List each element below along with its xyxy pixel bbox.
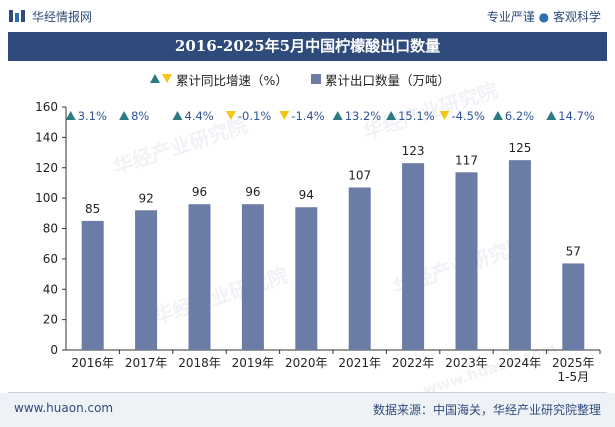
bar-value-label: 125 bbox=[508, 141, 531, 155]
chart-title: 2016-2025年5月中国柠檬酸出口数量 bbox=[174, 37, 441, 55]
growth-up-triangle-icon bbox=[492, 111, 503, 120]
bar-value-label: 123 bbox=[402, 144, 425, 158]
y-tick-label: 140 bbox=[35, 130, 58, 144]
tagline-left: 专业严谨 bbox=[486, 10, 535, 24]
growth-up-triangle-icon bbox=[172, 111, 183, 120]
x-category-label: 2024年 bbox=[499, 356, 542, 370]
tagline-right: 客观科学 bbox=[552, 10, 601, 24]
growth-down-triangle-icon bbox=[225, 111, 236, 120]
y-tick-label: 40 bbox=[43, 282, 58, 296]
x-category-label: 2023年 bbox=[445, 356, 488, 370]
legend-growth-label: 累计同比增速（%） bbox=[176, 73, 288, 88]
bar-value-label: 57 bbox=[566, 244, 581, 258]
footer-divider bbox=[8, 392, 607, 393]
bar bbox=[135, 210, 158, 350]
bar bbox=[295, 207, 318, 350]
huajing-logo-icon bbox=[9, 10, 25, 22]
x-category-label: 2022年 bbox=[392, 356, 435, 370]
growth-up-triangle-icon bbox=[332, 111, 343, 120]
bar-value-label: 96 bbox=[192, 185, 207, 199]
bar bbox=[455, 172, 478, 350]
growth-rate-label: 15.1% bbox=[398, 109, 435, 123]
bar-value-label: 107 bbox=[348, 168, 371, 182]
legend-down-triangle-icon bbox=[162, 74, 172, 83]
x-category-label: 1-5月 bbox=[557, 370, 589, 384]
bar bbox=[188, 204, 211, 350]
growth-rate-label: -1.4% bbox=[291, 109, 324, 123]
growth-up-triangle-icon bbox=[546, 111, 557, 120]
legend-volume-label: 累计出口数量（万吨） bbox=[325, 73, 451, 88]
footer-source: 数据来源：中国海关，华经产业研究院整理 bbox=[372, 403, 601, 417]
y-tick-label: 60 bbox=[43, 252, 58, 266]
tagline: 专业严谨 ● 客观科学 bbox=[487, 8, 601, 25]
bar-value-label: 94 bbox=[299, 188, 314, 202]
bar-chart: 0 20 40 60 80 100 120 140 160 85 2016年 3.1% 92 2017年 8… bbox=[35, 100, 601, 384]
bar-value-label: 117 bbox=[455, 153, 478, 167]
footer-website[interactable]: www.huaon.com bbox=[14, 401, 114, 415]
x-category-label: 2017年 bbox=[125, 356, 168, 370]
legend-up-triangle-icon bbox=[150, 74, 160, 83]
bar bbox=[562, 263, 585, 350]
y-tick-label: 80 bbox=[43, 222, 58, 236]
growth-rate-label: 13.2% bbox=[345, 109, 382, 123]
y-tick-label: 120 bbox=[35, 161, 58, 175]
footer-bar bbox=[0, 393, 615, 427]
tagline-separator: ● bbox=[538, 10, 550, 24]
growth-rate-label: -4.5% bbox=[452, 109, 485, 123]
title-bar: 2016-2025年5月中国柠檬酸出口数量 bbox=[8, 32, 607, 61]
x-category-label: 2020年 bbox=[285, 356, 328, 370]
growth-up-triangle-icon bbox=[65, 111, 76, 120]
bar-value-label: 92 bbox=[138, 191, 153, 205]
x-category-label: 2018年 bbox=[178, 356, 221, 370]
bar bbox=[241, 204, 264, 350]
growth-rate-label: 8% bbox=[131, 109, 149, 123]
x-category-label: 2019年 bbox=[232, 356, 275, 370]
header-bar: 华经情报网 专业严谨 ● 客观科学 bbox=[0, 0, 615, 30]
y-tick-label: 0 bbox=[50, 343, 58, 357]
brand-name: 华经情报网 bbox=[32, 10, 93, 24]
bar bbox=[402, 163, 425, 350]
growth-down-triangle-icon bbox=[279, 111, 290, 120]
growth-rate-label: 3.1% bbox=[78, 109, 107, 123]
bar-value-label: 96 bbox=[245, 185, 260, 199]
bar bbox=[348, 187, 371, 350]
growth-down-triangle-icon bbox=[439, 111, 450, 120]
bar-value-label: 85 bbox=[85, 202, 100, 216]
legend-bar-swatch-icon bbox=[311, 74, 321, 84]
growth-up-triangle-icon bbox=[386, 111, 397, 120]
growth-rate-label: 6.2% bbox=[505, 109, 534, 123]
growth-rate-label: 4.4% bbox=[185, 109, 214, 123]
x-category-label: 2025年 bbox=[552, 356, 595, 370]
growth-rate-label: 14.7% bbox=[558, 109, 595, 123]
y-tick-label: 100 bbox=[35, 191, 58, 205]
bar bbox=[81, 220, 104, 350]
legend: 累计同比增速（%） 累计出口数量（万吨） bbox=[0, 68, 615, 92]
growth-rate-label: -0.1% bbox=[238, 109, 271, 123]
x-category-label: 2016年 bbox=[71, 356, 114, 370]
growth-up-triangle-icon bbox=[119, 111, 130, 120]
bar bbox=[508, 160, 531, 350]
y-tick-label: 160 bbox=[35, 100, 58, 114]
x-category-label: 2021年 bbox=[338, 356, 381, 370]
y-tick-label: 20 bbox=[43, 313, 58, 327]
